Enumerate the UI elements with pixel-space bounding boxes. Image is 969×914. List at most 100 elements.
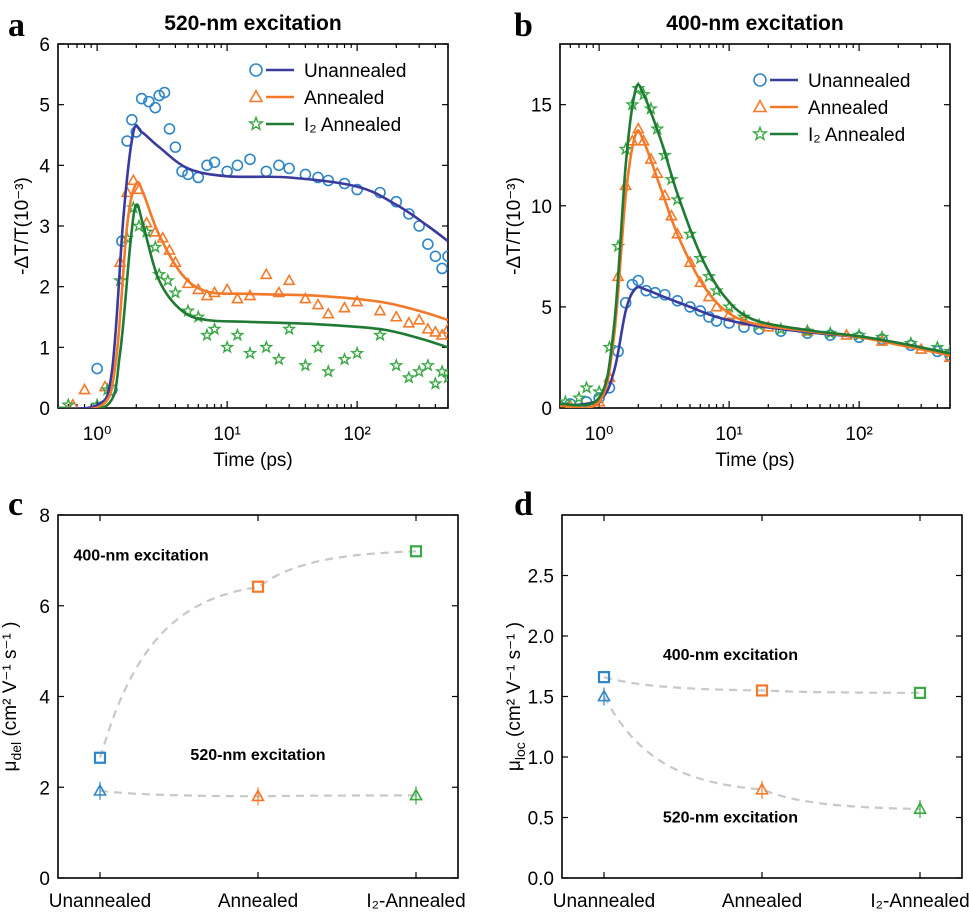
y-tick-label: 15 (531, 96, 552, 117)
y-tick-label: 2 (39, 778, 50, 799)
data-point (242, 345, 258, 360)
x-tick-label: Unannealed (49, 891, 151, 912)
y-tick-label: 4 (39, 688, 50, 709)
panel-label: c (8, 486, 23, 523)
data-point (158, 86, 171, 99)
plot-frame (57, 514, 459, 879)
data-point (755, 684, 769, 697)
data-point (913, 801, 927, 814)
x-tick-label: I₂-Annealed (870, 891, 969, 912)
plot-area (58, 86, 448, 408)
data-point (220, 282, 234, 295)
data-point (251, 788, 265, 802)
data-point (637, 134, 651, 146)
y-axis-label: -ΔT/T(10⁻³) (504, 177, 525, 275)
y-tick-label: 0 (39, 399, 50, 420)
data-point (149, 101, 162, 114)
data-point (403, 208, 415, 220)
data-point (298, 357, 313, 372)
data-point (412, 313, 426, 325)
data-point (272, 285, 286, 298)
data-point (579, 380, 594, 394)
data-point (312, 171, 324, 184)
data-point (349, 345, 365, 360)
trend-line (603, 676, 921, 694)
data-point (271, 352, 287, 366)
data-point (350, 294, 364, 307)
data-point (943, 350, 950, 362)
y-axis-label-subscript: del (8, 742, 24, 761)
data-point (434, 364, 448, 378)
data-point (78, 382, 91, 395)
data-point (429, 250, 442, 263)
y-tick-label: 6 (39, 597, 50, 618)
data-point (436, 262, 448, 275)
legend-label: I₂ Annealed (808, 125, 905, 146)
series-annotation: 400-nm excitation (74, 547, 209, 564)
y-tick-label: 0.5 (528, 809, 554, 830)
data-point (230, 327, 245, 342)
data-point (192, 171, 205, 184)
data-point (440, 370, 448, 384)
data-point (401, 370, 417, 384)
x-tick-label: 10¹ (715, 424, 742, 445)
fit-line (58, 123, 448, 408)
data-point (259, 267, 273, 280)
y-axis-label-symbol: μ (0, 761, 21, 772)
data-point (208, 156, 221, 169)
data-point (231, 159, 244, 172)
data-point (168, 285, 183, 299)
x-tick-label: 10¹ (213, 424, 240, 445)
data-point (664, 171, 679, 186)
data-point (409, 545, 423, 558)
data-point (435, 328, 448, 340)
data-point (135, 92, 148, 105)
y-tick-label: 2 (39, 278, 50, 299)
data-point (442, 250, 448, 263)
data-point (682, 226, 698, 241)
x-tick-label: 10⁰ (585, 424, 614, 445)
data-point (201, 159, 213, 172)
x-tick-label: Annealed (218, 891, 298, 912)
data-point (321, 307, 335, 319)
data-point (597, 671, 611, 684)
y-tick-label: 5 (39, 96, 50, 117)
data-point (701, 269, 717, 283)
data-point (738, 321, 750, 333)
data-point (169, 141, 182, 153)
data-point (657, 147, 672, 162)
data-point (148, 239, 163, 254)
data-point (736, 309, 752, 324)
legend-marker (247, 115, 265, 131)
y-tick-label: 1.5 (528, 688, 554, 709)
legend-label: I₂ Annealed (304, 115, 401, 136)
x-tick-label: Annealed (722, 891, 802, 912)
y-tick-label: 0 (541, 399, 552, 420)
data-point (670, 192, 685, 206)
data-point (127, 173, 140, 186)
y-tick-label: 10 (531, 197, 552, 218)
data-point (631, 122, 645, 134)
data-point (321, 363, 336, 378)
data-point (273, 159, 285, 172)
x-axis-label: Time (ps) (715, 450, 795, 471)
legend-label: Annealed (304, 88, 384, 109)
data-point (597, 689, 611, 702)
y-axis-label: -ΔT/T(10⁻³) (12, 177, 33, 275)
panel-label: b (514, 7, 533, 44)
y-tick-label: 5 (541, 298, 552, 319)
legend-label: Unannealed (808, 71, 910, 92)
y-tick-label: 4 (39, 156, 50, 177)
data-point (251, 580, 265, 593)
data-point (942, 343, 950, 358)
y-tick-label: 8 (39, 506, 50, 527)
trend-line (603, 695, 921, 811)
data-point (709, 283, 724, 297)
y-tick-label: 0.0 (528, 869, 554, 890)
data-point (351, 183, 363, 196)
fit-line (58, 203, 448, 408)
x-tick-label: Unannealed (553, 891, 655, 912)
data-point (219, 339, 235, 354)
data-point (160, 273, 176, 287)
